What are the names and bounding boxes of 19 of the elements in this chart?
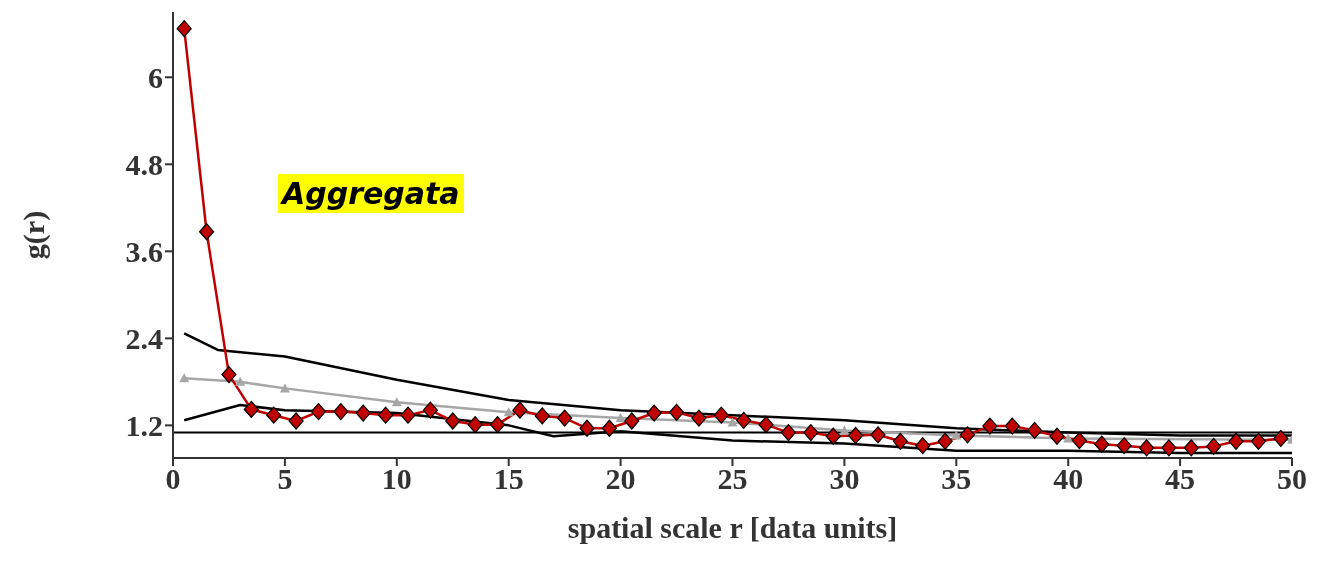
x-tick-label: 35 xyxy=(941,462,972,496)
x-tick-label: 30 xyxy=(829,462,860,496)
x-tick-label: 10 xyxy=(381,462,412,496)
y-tick-label: 2.4 xyxy=(125,321,163,355)
y-axis-title: g(r) xyxy=(16,210,51,260)
y-tick-label: 4.8 xyxy=(125,147,163,181)
x-tick-label: 25 xyxy=(717,462,748,496)
y-tick-label: 6 xyxy=(148,60,163,94)
x-tick-label: 40 xyxy=(1053,462,1084,496)
annotation: Aggregata xyxy=(278,174,464,213)
x-tick-label: 50 xyxy=(1277,462,1307,496)
x-tick-label: 20 xyxy=(605,462,636,496)
x-tick-label: 0 xyxy=(165,462,181,496)
x-tick-label: 5 xyxy=(277,462,293,496)
x-tick-label: 15 xyxy=(493,462,524,496)
x-tick-label: 45 xyxy=(1165,462,1196,496)
y-tick-label: 3.6 xyxy=(125,234,163,268)
x-axis-title: spatial scale r [data units] xyxy=(567,511,898,544)
y-tick-label: 1.2 xyxy=(125,409,163,443)
